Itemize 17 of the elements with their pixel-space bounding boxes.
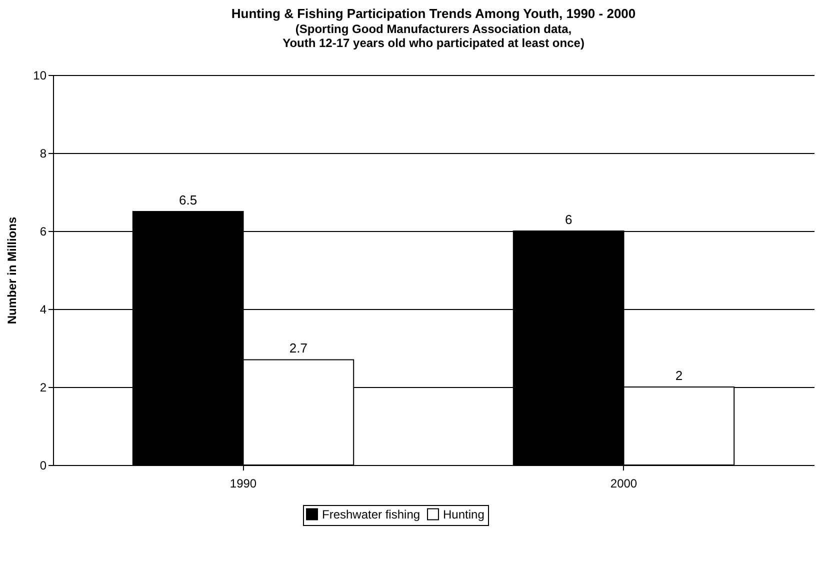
- chart-subtitle: (Sporting Good Manufacturers Association data, Youth 12-17 years old who participated at least once): [282, 22, 584, 50]
- data-label: 2: [675, 368, 683, 383]
- data-label: 6: [564, 212, 572, 227]
- legend-label: Freshwater fishing: [322, 507, 420, 522]
- y-tick-label: 10: [33, 68, 47, 82]
- x-tick-label: 1990: [230, 476, 257, 490]
- y-axis-title: Number in Millions: [5, 216, 20, 324]
- data-label: 6.5: [179, 192, 198, 208]
- y-tick-label: 0: [40, 458, 47, 472]
- data-label: 2.7: [289, 340, 308, 356]
- y-tick-label: 4: [40, 302, 47, 316]
- chart-title: Hunting & Fishing Participation Trends Among Youth, 1990 - 2000: [231, 6, 636, 21]
- legend-label: Hunting: [443, 507, 484, 522]
- y-tick-label: 2: [40, 380, 47, 394]
- x-tick-label: 2000: [610, 476, 638, 490]
- y-tick-label: 6: [40, 224, 47, 238]
- y-tick-label: 8: [40, 146, 47, 160]
